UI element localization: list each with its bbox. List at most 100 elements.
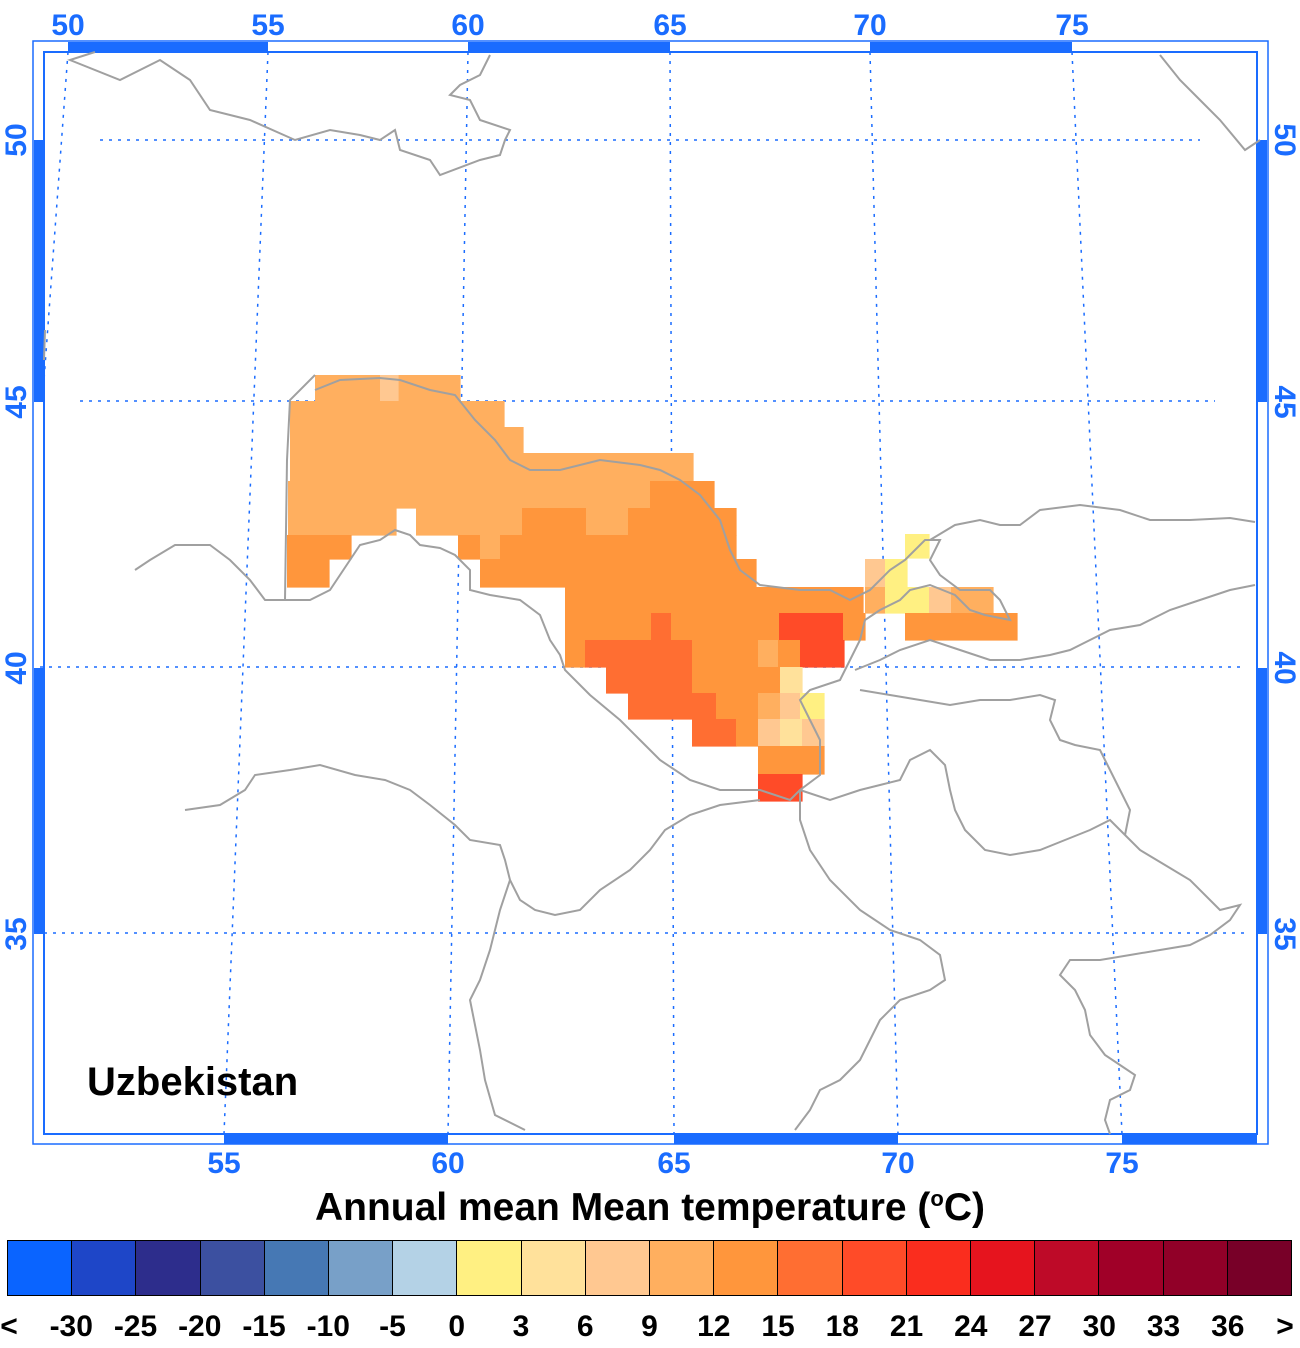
- lon-label: 60: [451, 9, 484, 42]
- temperature-cell: [565, 613, 652, 641]
- temperature-cell: [671, 613, 780, 641]
- lat-label: 40: [0, 651, 33, 684]
- temperature-cell: [288, 508, 397, 536]
- temperature-cell: [480, 559, 757, 588]
- temperature-cell: [287, 535, 352, 560]
- colorbar-swatch: [264, 1241, 330, 1295]
- colorbar-tick-label: -15: [242, 1310, 286, 1343]
- colorbar-swatch: [585, 1241, 651, 1295]
- temperature-cell: [290, 427, 524, 454]
- colorbar-tick-label: -10: [306, 1310, 350, 1343]
- colorbar-tick-label: 27: [1018, 1310, 1052, 1343]
- colorbar: [7, 1240, 1292, 1296]
- colorbar-swatch: [521, 1241, 586, 1295]
- lat-label: 40: [1268, 651, 1300, 684]
- colorbar-tick-label: -20: [178, 1310, 222, 1343]
- colorbar-swatch: [842, 1241, 907, 1295]
- temperature-cell: [929, 587, 952, 614]
- colorbar-swatch: [1227, 1241, 1292, 1295]
- lon-label: 65: [653, 9, 686, 42]
- colorbar-swatch: [778, 1241, 843, 1295]
- colorbar-tick-label: 15: [761, 1310, 795, 1343]
- axis-tick-bars: [34, 42, 1267, 1144]
- temperature-cell: [692, 640, 759, 668]
- colorbar-tick-label: 0: [448, 1310, 466, 1343]
- temperature-cell: [586, 508, 629, 536]
- colorbar-tick-label: 6: [576, 1310, 594, 1343]
- temperature-cell: [865, 587, 886, 614]
- temperature-cells: [287, 375, 1018, 802]
- temperature-cell: [460, 401, 505, 428]
- temperature-cell: [585, 640, 693, 668]
- temperature-cell: [522, 508, 587, 536]
- lon-label: 65: [657, 1147, 690, 1180]
- lon-label: 60: [431, 1147, 464, 1180]
- colorbar-tick-label: 21: [889, 1310, 924, 1343]
- temperature-cell: [758, 640, 779, 668]
- temperature-cell: [778, 640, 801, 668]
- lon-label: 75: [1105, 1147, 1138, 1180]
- colorbar-tick-label: <: [0, 1310, 18, 1343]
- temperature-cell: [758, 746, 781, 775]
- temperature-cell: [843, 613, 866, 641]
- colorbar-tick-label: -25: [113, 1310, 158, 1343]
- colorbar-tick-label: 33: [1146, 1310, 1181, 1343]
- colorbar-tick-label: >: [1276, 1310, 1294, 1343]
- temperature-cell: [628, 693, 717, 720]
- temperature-cell: [780, 719, 803, 747]
- lat-label: 45: [1268, 385, 1300, 418]
- temperature-cell: [628, 508, 737, 536]
- colorbar-swatch: [72, 1241, 137, 1295]
- colorbar-swatch: [1099, 1241, 1164, 1295]
- temperature-cell: [480, 535, 501, 560]
- temperature-cell: [780, 667, 803, 694]
- colorbar-swatch: [329, 1241, 394, 1295]
- colorbar-title: Annual mean Mean temperature (oC): [314, 1186, 986, 1229]
- colorbar-swatch: [200, 1241, 265, 1295]
- lon-label: 55: [207, 1147, 240, 1180]
- lat-label: 50: [0, 123, 33, 156]
- colorbar-swatch: [1035, 1241, 1100, 1295]
- colorbar-tick-label: 3: [512, 1310, 530, 1343]
- temperature-cell: [458, 535, 481, 560]
- country-borders: [43, 51, 1261, 1135]
- colorbar-tick-label: 24: [954, 1310, 988, 1343]
- temperature-cell: [758, 667, 781, 694]
- temperature-cell: [290, 453, 694, 482]
- bottom-longitude-labels: 55 60 65 70 75: [207, 1147, 1138, 1180]
- colorbar-tick-label: 9: [641, 1310, 658, 1343]
- colorbar-swatch: [1163, 1241, 1228, 1295]
- temperature-cell: [565, 587, 864, 614]
- temperature-map: 50 55 60 65 70 75 55 60 65 70 75 50 45 4…: [0, 9, 1300, 1180]
- colorbar-tick-label: -5: [379, 1310, 406, 1343]
- temperature-cell: [802, 719, 825, 747]
- colorbar-swatch: [714, 1241, 779, 1295]
- lon-label: 75: [1055, 9, 1088, 42]
- temperature-cell: [416, 508, 523, 536]
- lat-label: 50: [1268, 123, 1300, 156]
- temperature-cell: [758, 693, 781, 720]
- colorbar-swatch: [971, 1241, 1036, 1295]
- temperature-cell: [758, 719, 781, 747]
- colorbar-tick-label: 12: [697, 1310, 731, 1343]
- temperature-cell: [885, 587, 930, 614]
- temperature-cell: [800, 640, 845, 668]
- temperature-cell: [779, 613, 844, 641]
- temperature-cell: [651, 613, 672, 641]
- colorbar-tick-label: 30: [1082, 1310, 1116, 1343]
- colorbar-swatch: [906, 1241, 972, 1295]
- country-name: Uzbekistan: [87, 1060, 298, 1104]
- colorbar-tick-label: 36: [1211, 1310, 1245, 1343]
- temperature-cell: [287, 559, 330, 588]
- lat-label: 45: [0, 385, 33, 418]
- colorbar-swatch: [8, 1241, 73, 1295]
- temperature-cell: [692, 667, 759, 694]
- colorbar-swatch: [393, 1241, 458, 1295]
- temperature-cell: [951, 587, 994, 614]
- temperature-cell: [736, 719, 759, 747]
- temperature-cell: [380, 375, 399, 404]
- colorbar-swatch: [457, 1241, 522, 1295]
- top-longitude-labels: 50 55 60 65 70 75: [51, 9, 1088, 42]
- colorbar-tick-label: 18: [825, 1310, 859, 1343]
- temperature-cell: [716, 693, 761, 720]
